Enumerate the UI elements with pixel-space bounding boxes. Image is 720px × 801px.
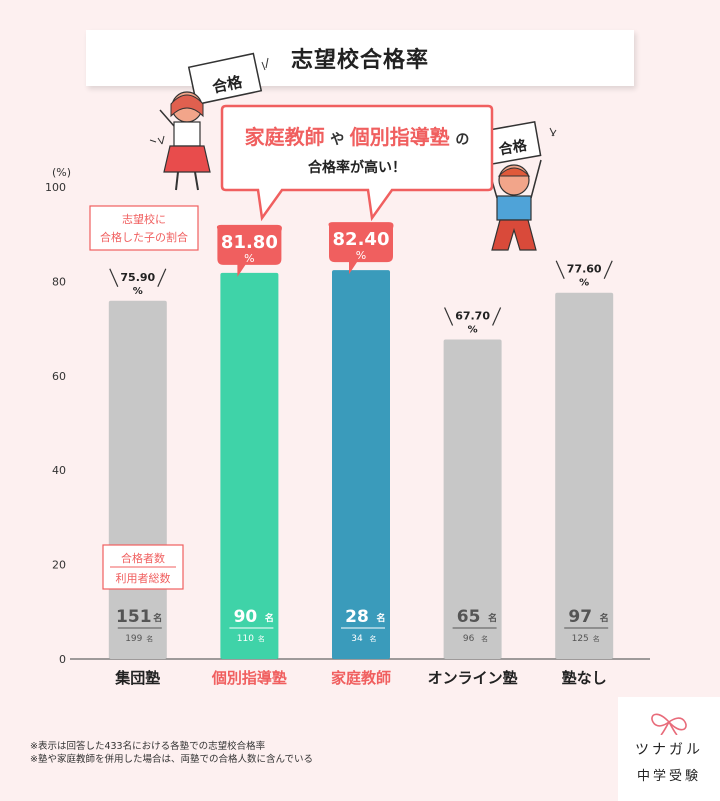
value-label: 67.70 xyxy=(455,309,490,322)
value-percent: % xyxy=(579,278,589,289)
note-count-line1: 合格者数 xyxy=(121,551,165,565)
girl-illustration: 合格 xyxy=(149,52,269,191)
total-unit: 名 xyxy=(258,634,265,643)
value-label: 77.60 xyxy=(567,263,602,276)
value-tick-right xyxy=(157,268,167,287)
value-percent: % xyxy=(468,324,478,335)
passed-count: 90 xyxy=(234,607,258,627)
logo-text-tsunagaru: ツナガル xyxy=(635,742,703,758)
value-tick-left xyxy=(444,307,454,326)
value-label: 82.40 xyxy=(333,229,390,250)
value-percent: % xyxy=(244,252,254,265)
note-rate-line2: 合格した子の割合 xyxy=(100,230,188,244)
bar xyxy=(220,272,279,659)
value-tick-left xyxy=(109,268,119,287)
passed-unit: 名 xyxy=(376,612,385,624)
sign-text-right: 合格 xyxy=(498,137,530,159)
total-unit: 名 xyxy=(593,634,600,643)
value-bubble xyxy=(328,222,394,275)
value-bubble xyxy=(216,224,282,277)
x-tick-label: オンライン塾 xyxy=(428,669,518,687)
y-tick-label: 0 xyxy=(59,653,66,666)
x-tick-label: 個別指導塾 xyxy=(211,669,287,687)
x-tick-label: 集団塾 xyxy=(114,669,160,687)
total-unit: 名 xyxy=(370,634,377,643)
note-count: 合格者数 利用者総数 xyxy=(102,544,184,590)
passed-count: 151 xyxy=(116,607,152,627)
bar xyxy=(555,292,614,659)
x-tick-label: 家庭教師 xyxy=(331,669,391,687)
value-label: 75.90 xyxy=(120,271,155,284)
total-count: 125 xyxy=(572,634,589,644)
value-tick-right xyxy=(492,307,502,326)
value-percent: % xyxy=(133,286,143,297)
passed-unit: 名 xyxy=(488,612,497,624)
passed-unit: 名 xyxy=(265,612,274,624)
callout-tutor: 家庭教師 xyxy=(245,125,325,149)
total-unit: 名 xyxy=(481,634,488,643)
passed-unit: 名 xyxy=(153,612,162,624)
y-axis-unit: (%) xyxy=(52,166,71,179)
passed-unit: 名 xyxy=(600,612,609,624)
total-count: 34 xyxy=(351,634,363,644)
knot-icon xyxy=(651,713,687,735)
footnote-2: ※塾や家庭教師を併用した場合は、両塾での合格人数に含んでいる xyxy=(30,754,313,765)
note-rate-line1: 志望校に xyxy=(122,212,166,226)
value-percent: % xyxy=(356,249,366,262)
chart-title: 志望校合格率 xyxy=(86,30,634,86)
svg-text:家庭教師 や 個別指導塾: 家庭教師 や 個別指導塾 の xyxy=(245,125,470,149)
y-tick-label: 60 xyxy=(52,370,66,383)
value-tick-left xyxy=(555,260,565,279)
total-count: 110 xyxy=(237,634,254,644)
callout-ya: や xyxy=(330,132,344,148)
passed-count: 28 xyxy=(345,607,369,627)
logo-text-juken: 中学受験 xyxy=(636,769,701,784)
passed-count: 65 xyxy=(457,607,481,627)
passed-count: 97 xyxy=(568,607,592,627)
note-rate: 志望校に 合格した子の割合 xyxy=(89,205,199,251)
bar xyxy=(332,270,390,659)
note-count-line2: 利用者総数 xyxy=(116,571,171,585)
total-count: 199 xyxy=(125,634,142,644)
callout-kobetsu: 個別指導塾 xyxy=(349,125,450,149)
callout-bubble: 家庭教師 や 個別指導塾 の 合格率が高い！ xyxy=(220,104,494,222)
value-tick-right xyxy=(603,260,613,279)
total-count: 96 xyxy=(463,634,475,644)
total-unit: 名 xyxy=(146,634,153,643)
x-tick-label: 塾なし xyxy=(562,669,607,687)
brand-logo: ツナガル 中学受験 xyxy=(618,697,720,801)
y-tick-label: 80 xyxy=(52,275,66,288)
y-tick-label: 20 xyxy=(52,559,66,572)
footnote-1: ※表示は回答した433名における各塾での志望校合格率 xyxy=(30,741,266,752)
value-label: 81.80 xyxy=(221,232,278,253)
y-tick-label: 40 xyxy=(52,464,66,477)
callout-line2: 合格率が高い！ xyxy=(308,159,406,176)
y-tick-label: 100 xyxy=(45,181,66,194)
bar xyxy=(443,339,502,659)
bar xyxy=(108,300,167,659)
callout-no: の xyxy=(455,132,469,148)
boy-illustration: 合格 xyxy=(484,121,557,251)
